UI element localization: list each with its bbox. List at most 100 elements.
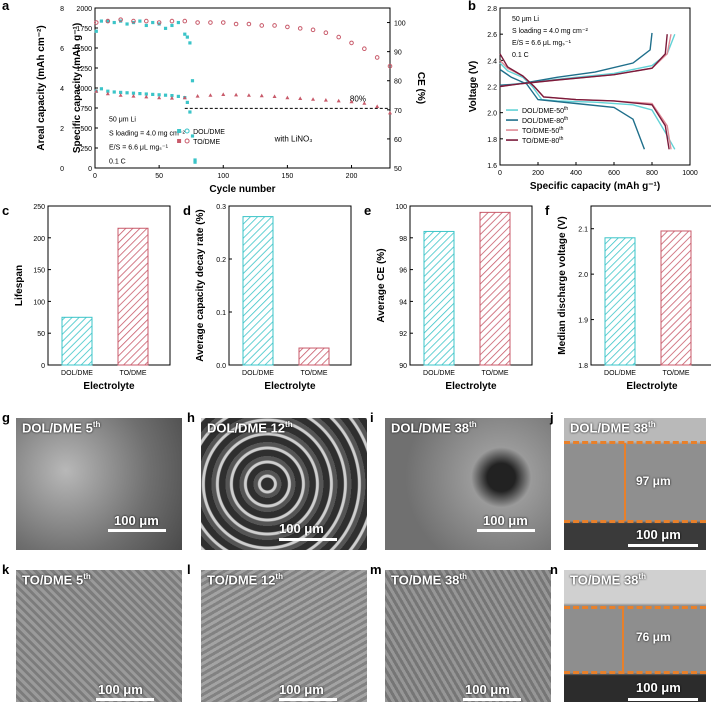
data-point-a [259, 23, 265, 28]
scale-bar-j [628, 544, 698, 547]
x-tick-label-d: TO/DME [300, 370, 327, 377]
data-point-a [169, 96, 174, 100]
data-point-a [105, 91, 110, 96]
scale-label-l: 100 μm [279, 682, 324, 697]
data-point-a [310, 27, 316, 33]
data-point-a [311, 97, 316, 101]
sem-image-g: DOL/DME 5th 100 μm [16, 418, 182, 550]
data-point-a [183, 32, 187, 36]
y-tick-label-a: 1750 [76, 26, 92, 33]
y-tick-label-a: 750 [80, 106, 92, 113]
y-tick-label-c: 50 [37, 331, 45, 338]
areal-tick-label-a: 6 [60, 46, 64, 53]
x-tick-label-f: DOL/DME [604, 370, 636, 377]
data-point-a [208, 20, 213, 25]
sem-image-j: DOL/DME 38th 97 μm 100 μm [564, 418, 706, 550]
x-tick-label-a: 100 [217, 173, 229, 180]
scale-bar-h [279, 538, 337, 541]
x-axis-label-a: Cycle number [209, 184, 275, 195]
data-point-a [157, 95, 162, 100]
data-point-a [118, 93, 123, 97]
legend-label-b: DOL/DME-50th [522, 106, 568, 115]
x-tick-label-c: TO/DME [119, 370, 146, 377]
sem-title-n: TO/DME 38th [570, 572, 646, 588]
x-tick-label-a: 50 [155, 173, 163, 180]
data-point-a [297, 26, 303, 31]
y2-tick-label-a: 50 [394, 166, 402, 173]
thickness-arrow-n [622, 608, 624, 672]
data-point-a [163, 26, 168, 30]
y2-tick-label-a: 60 [394, 137, 402, 144]
data-point-a [349, 99, 354, 104]
sem-image-k: TO/DME 5th 100 μm [16, 570, 182, 702]
y-tick-label-c: 200 [33, 236, 45, 243]
y-tick-label-f: 2.1 [578, 227, 588, 234]
plot-frame-d [228, 205, 352, 366]
bar-d [298, 347, 330, 366]
x-tick-label-b: 1000 [682, 170, 698, 177]
data-point-a [193, 160, 197, 164]
x-tick-label-c: DOL/DME [61, 370, 93, 377]
x-axis-label-d: Electrolyte [264, 381, 316, 392]
panel-letter-j: j [550, 410, 554, 425]
x-axis-label-c: Electrolyte [83, 381, 135, 392]
sem-title-j: DOL/DME 38th [570, 420, 656, 436]
data-point-a [144, 92, 148, 96]
figure-canvas: a bc d e f0 50 100 150 2000250500750100012501500… [2, 0, 711, 392]
sem-image-l: TO/DME 12th 100 μm [201, 570, 367, 702]
data-point-a [190, 79, 195, 83]
bar-d [242, 216, 274, 366]
thickness-bottom-line-n [564, 671, 706, 674]
data-point-a [106, 89, 110, 93]
scale-bar-m [463, 698, 521, 701]
voltage-curve-b [499, 53, 670, 150]
y-axis-label-e: Average CE (%) [376, 248, 387, 322]
y-tick-label-c: 0 [41, 363, 45, 370]
panel-letter-l: l [187, 562, 191, 577]
legend-label-b: TO/DME-50th [522, 126, 564, 135]
sem-image-h: DOL/DME 12th 100 μm [201, 418, 367, 550]
data-point-a [176, 94, 180, 98]
areal-tick-label-a: 8 [60, 6, 64, 13]
data-point-a [285, 95, 290, 100]
data-point-a [272, 23, 277, 28]
data-point-a [163, 93, 168, 97]
data-point-a [234, 92, 239, 97]
data-point-a [156, 20, 162, 25]
scale-bar-i [477, 529, 535, 532]
panel-letter-a: a [2, 0, 10, 13]
panel-letter-i: i [370, 410, 374, 425]
condition-text-a: 50 μm Li [109, 117, 136, 124]
sem-image-i: DOL/DME 38th 100 μm [385, 418, 551, 550]
x-tick-label-b: 600 [608, 170, 620, 177]
data-point-a [182, 18, 188, 24]
data-point-a [374, 55, 380, 60]
data-point-a [323, 98, 328, 102]
panel-letter-g: g [2, 410, 10, 425]
data-point-a [125, 91, 129, 95]
x-axis-label-f: Electrolyte [626, 381, 678, 392]
panel-letter-k: k [2, 562, 10, 577]
thickness-top-line [564, 441, 706, 444]
data-point-a [131, 94, 136, 98]
y-axis-label-a: Specific capacity (mAh g⁻¹) [72, 23, 83, 153]
data-point-a [387, 63, 393, 69]
data-point-a [185, 100, 189, 104]
data-point-a [112, 20, 116, 25]
data-point-a [151, 20, 155, 25]
scale-bar-g [108, 529, 166, 532]
voltage-curve-b [499, 68, 646, 150]
areal-tick-label-a: 0 [60, 166, 64, 173]
condition-text-b: E/S = 6.6 μL mgₛ⁻¹ [512, 40, 572, 47]
data-point-a [285, 24, 290, 30]
condition-text-b: 50 μm Li [512, 16, 539, 23]
y-tick-label-a: 0 [88, 166, 92, 173]
x-tick-label-a: 150 [282, 173, 294, 180]
condition-text-b: S loading = 4.0 mg cm⁻² [512, 28, 589, 35]
data-point-a [125, 22, 129, 26]
scale-label-n: 100 μm [636, 680, 681, 695]
areal-tick-label-a: 2 [60, 126, 64, 133]
y-tick-label-e: 94 [399, 299, 407, 306]
voltage-curve-b [499, 34, 668, 88]
data-point-a [131, 91, 136, 95]
